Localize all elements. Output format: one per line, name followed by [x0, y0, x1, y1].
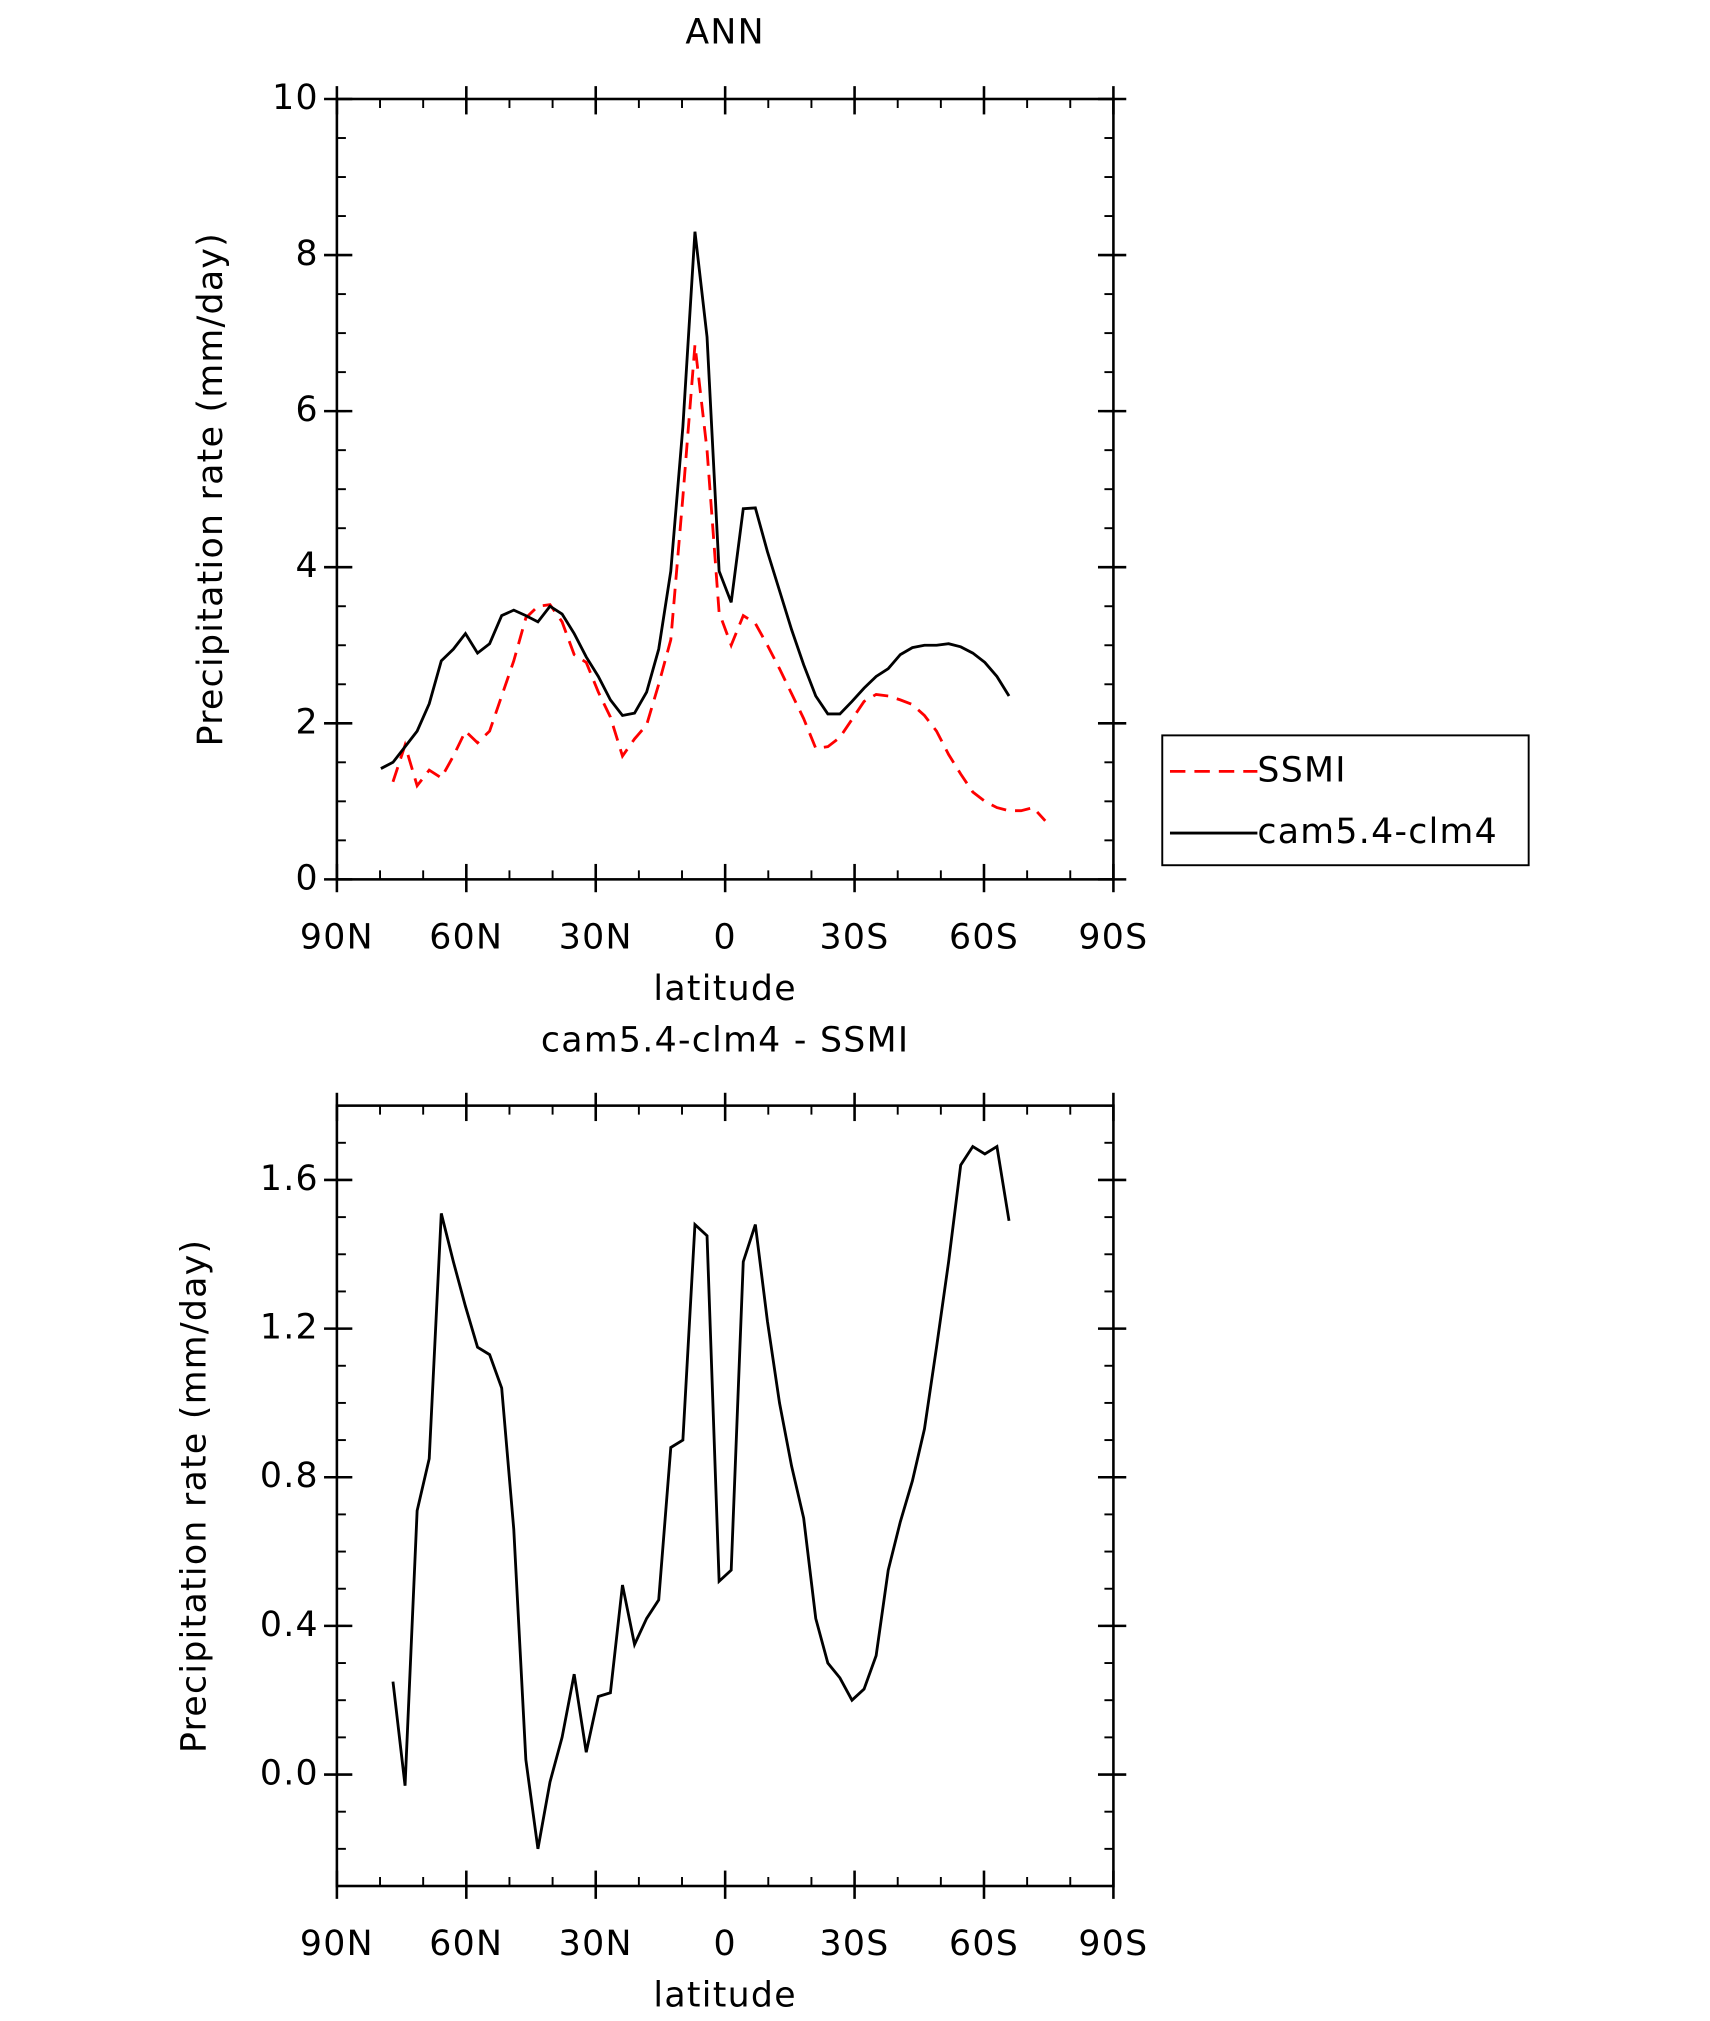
y-axis-label: Precipitation rate (mm/day)	[174, 1239, 214, 1753]
y-tick-label: 1.2	[260, 1308, 319, 1348]
plot-frame	[335, 1104, 1115, 1888]
x-tick-label: 60N	[429, 1924, 503, 1964]
x-tick-label: 60S	[949, 918, 1019, 958]
x-tick-label: 60N	[429, 918, 503, 958]
y-tick-label: 6	[296, 390, 319, 430]
y-tick-label: 0.8	[260, 1456, 319, 1496]
x-tick-label: 90N	[300, 1924, 374, 1964]
legend-box	[1161, 734, 1530, 867]
x-tick-label: 30S	[820, 918, 890, 958]
data-line	[391, 344, 1047, 822]
x-axis-label: latitude	[653, 969, 796, 1009]
x-tick-label: 0	[713, 918, 736, 958]
x-tick-label: 90S	[1078, 918, 1148, 958]
x-tick-label: 90S	[1078, 1924, 1148, 1964]
plot-frame	[335, 97, 1115, 881]
y-tick-label: 1.6	[260, 1159, 319, 1199]
x-axis-label: latitude	[653, 1976, 796, 2016]
y-tick-label: 0.0	[260, 1754, 319, 1794]
y-tick-label: 0	[296, 858, 319, 898]
x-tick-label: 90N	[300, 918, 374, 958]
data-line	[380, 231, 1011, 770]
x-tick-label: 30S	[820, 1924, 890, 1964]
x-tick-label: 30N	[559, 918, 633, 958]
chart-title: cam5.4-clm4 - SSMI	[541, 1020, 909, 1060]
x-tick-label: 30N	[559, 1924, 633, 1964]
y-axis-label: Precipitation rate (mm/day)	[191, 232, 231, 746]
x-tick-label: 0	[713, 1924, 736, 1964]
y-tick-label: 10	[272, 78, 319, 118]
y-tick-label: 8	[296, 234, 319, 274]
data-line	[391, 1144, 1011, 1850]
legend-label: SSMI	[1257, 750, 1346, 790]
chart-title: ANN	[685, 12, 765, 52]
y-tick-label: 0.4	[260, 1605, 319, 1645]
legend-label: cam5.4-clm4	[1257, 812, 1498, 852]
y-tick-label: 2	[296, 702, 319, 742]
x-tick-label: 60S	[949, 1924, 1019, 1964]
y-tick-label: 4	[296, 546, 319, 586]
